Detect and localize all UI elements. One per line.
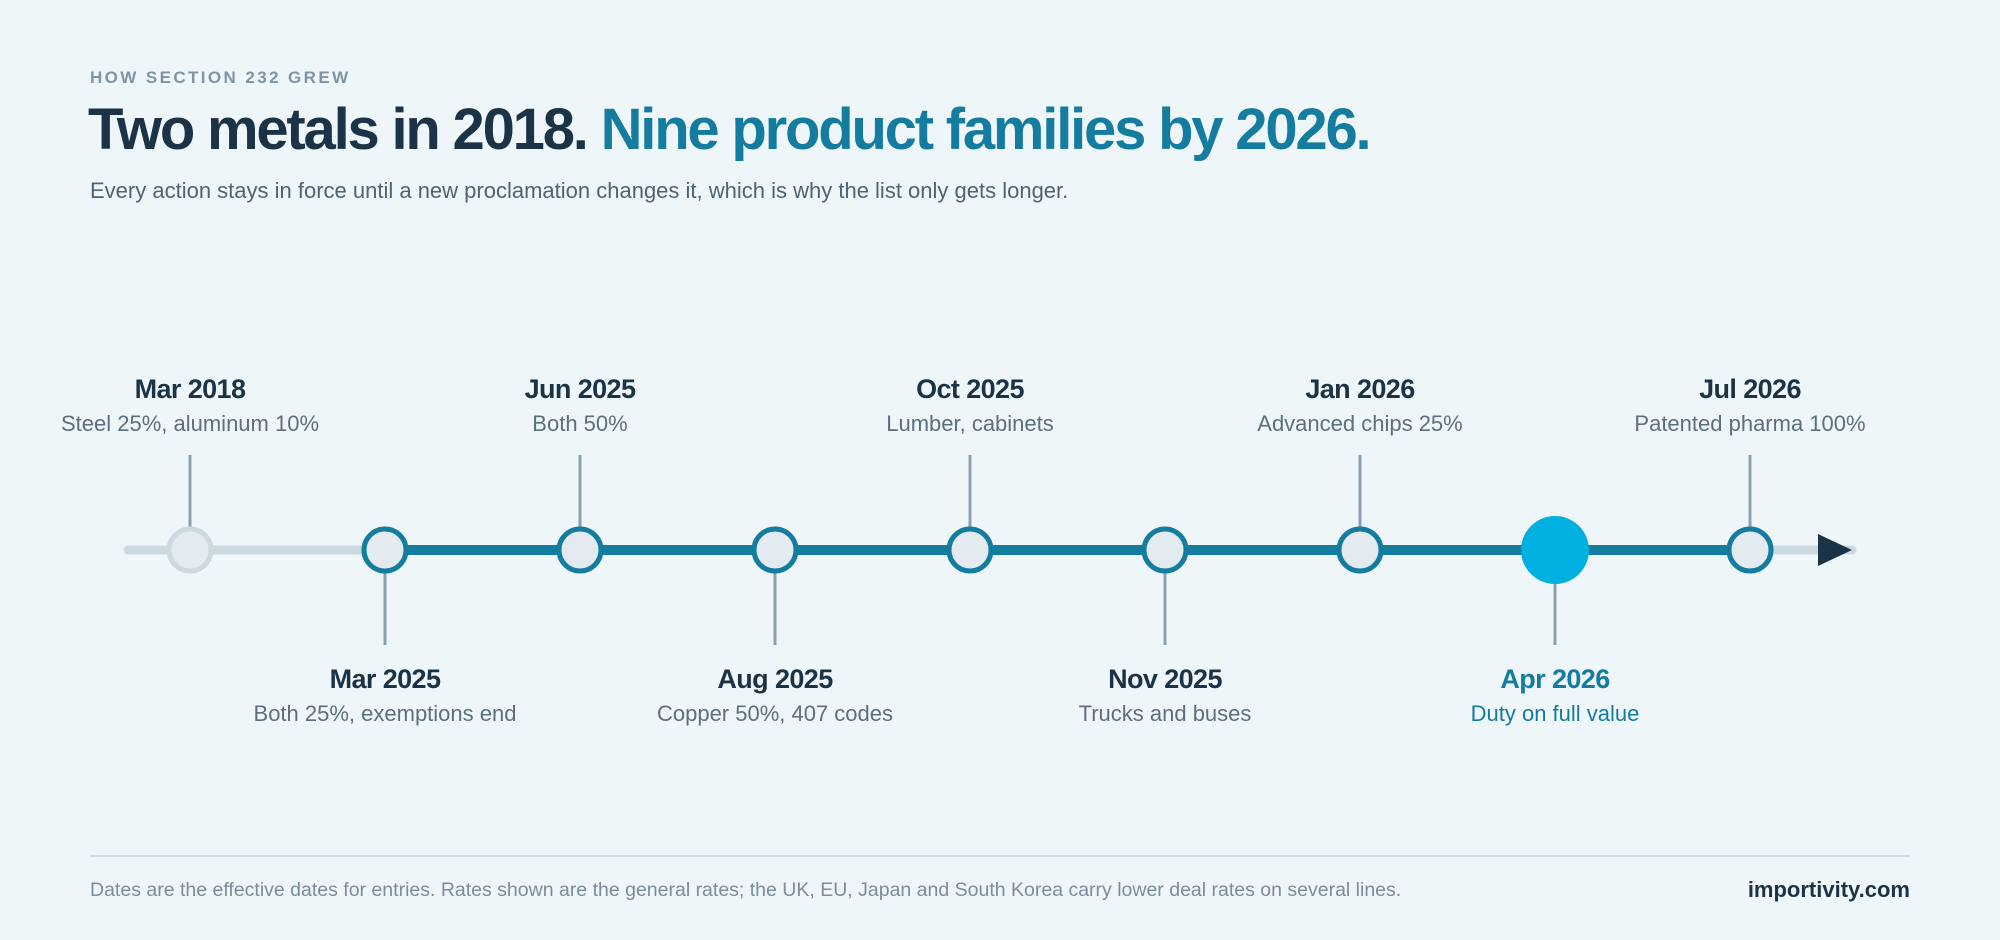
event-description: Lumber, cabinets bbox=[886, 411, 1054, 436]
event-date: Oct 2025 bbox=[916, 374, 1024, 404]
footnote: Dates are the effective dates for entrie… bbox=[90, 879, 1402, 901]
node-jun-2025 bbox=[556, 526, 604, 574]
node-jan-2026 bbox=[1336, 526, 1384, 574]
timeline-arrow-icon bbox=[1818, 534, 1852, 566]
event-label-oct-2025: Oct 2025 Lumber, cabinets bbox=[750, 372, 1190, 439]
event-label-mar-2018: Mar 2018 Steel 25%, aluminum 10% bbox=[0, 372, 410, 439]
event-label-aug-2025: Aug 2025 Copper 50%, 407 codes bbox=[555, 662, 995, 729]
event-date: Mar 2018 bbox=[134, 374, 246, 404]
node-apr-2026 bbox=[1521, 516, 1589, 584]
divider bbox=[90, 855, 1910, 857]
event-date: Jun 2025 bbox=[524, 374, 636, 404]
event-description: Duty on full value bbox=[1470, 701, 1640, 726]
event-description: Steel 25%, aluminum 10% bbox=[60, 411, 320, 436]
event-description: Advanced chips 25% bbox=[1257, 411, 1463, 436]
event-description: Copper 50%, 407 codes bbox=[656, 701, 894, 726]
event-description: Patented pharma 100% bbox=[1634, 411, 1866, 436]
node-aug-2025 bbox=[751, 526, 799, 574]
event-label-apr-2026: Apr 2026 Duty on full value bbox=[1335, 662, 1775, 729]
node-jul-2026 bbox=[1726, 526, 1774, 574]
event-label-mar-2025: Mar 2025 Both 25%, exemptions end bbox=[165, 662, 605, 729]
event-description: Both 25%, exemptions end bbox=[253, 701, 517, 726]
event-date: Mar 2025 bbox=[329, 664, 441, 694]
event-label-jun-2025: Jun 2025 Both 50% bbox=[360, 372, 800, 439]
event-date: Jan 2026 bbox=[1305, 374, 1415, 404]
event-label-nov-2025: Nov 2025 Trucks and buses bbox=[945, 662, 1385, 729]
event-description: Both 50% bbox=[532, 411, 628, 436]
event-date: Nov 2025 bbox=[1108, 664, 1222, 694]
event-label-jul-2026: Jul 2026 Patented pharma 100% bbox=[1530, 372, 1970, 439]
title-accent: Nine product families by 2026. bbox=[600, 97, 1372, 162]
event-date: Jul 2026 bbox=[1699, 374, 1801, 404]
node-oct-2025 bbox=[946, 526, 994, 574]
eyebrow: HOW SECTION 232 GREW bbox=[90, 68, 351, 87]
node-nov-2025 bbox=[1141, 526, 1189, 574]
subtitle: Every action stays in force until a new … bbox=[90, 178, 1069, 203]
brand-link[interactable]: importivity.com bbox=[1747, 877, 1910, 902]
node-mar-2025 bbox=[361, 526, 409, 574]
event-description: Trucks and buses bbox=[1078, 701, 1252, 726]
event-date: Aug 2025 bbox=[717, 664, 833, 694]
title-lead: Two metals in 2018. bbox=[88, 97, 589, 162]
event-date: Apr 2026 bbox=[1500, 664, 1610, 694]
node-mar-2018 bbox=[166, 526, 214, 574]
event-label-jan-2026: Jan 2026 Advanced chips 25% bbox=[1140, 372, 1580, 439]
page-title: Two metals in 2018. Nine product familie… bbox=[88, 96, 1372, 163]
